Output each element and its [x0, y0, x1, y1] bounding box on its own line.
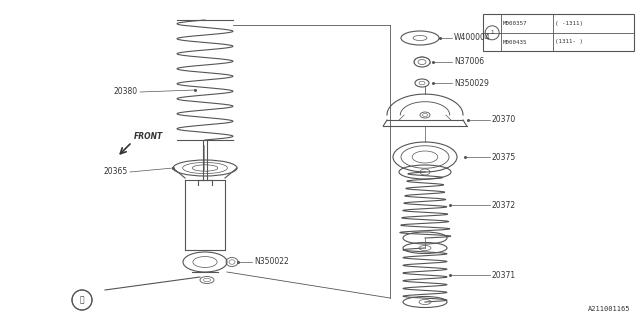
Text: N350029: N350029: [454, 78, 489, 87]
Bar: [483, 14, 634, 51]
Text: A211001165: A211001165: [588, 306, 630, 312]
Text: M000435: M000435: [503, 39, 528, 44]
Text: W400004: W400004: [454, 34, 491, 43]
Text: FRONT: FRONT: [134, 132, 163, 141]
Text: 20375: 20375: [492, 153, 516, 162]
Text: ( -1311): ( -1311): [556, 21, 583, 26]
Text: N37006: N37006: [454, 58, 484, 67]
Text: N350022: N350022: [254, 258, 289, 267]
Text: M000357: M000357: [503, 21, 528, 26]
Text: 20370: 20370: [492, 116, 516, 124]
Text: (1311- ): (1311- ): [556, 39, 583, 44]
Text: 20380: 20380: [114, 87, 138, 97]
Text: 20372: 20372: [492, 201, 516, 210]
Text: 1: 1: [491, 30, 494, 35]
Text: 20371: 20371: [492, 270, 516, 279]
Text: ①: ①: [80, 295, 84, 305]
Text: 20365: 20365: [104, 167, 128, 177]
